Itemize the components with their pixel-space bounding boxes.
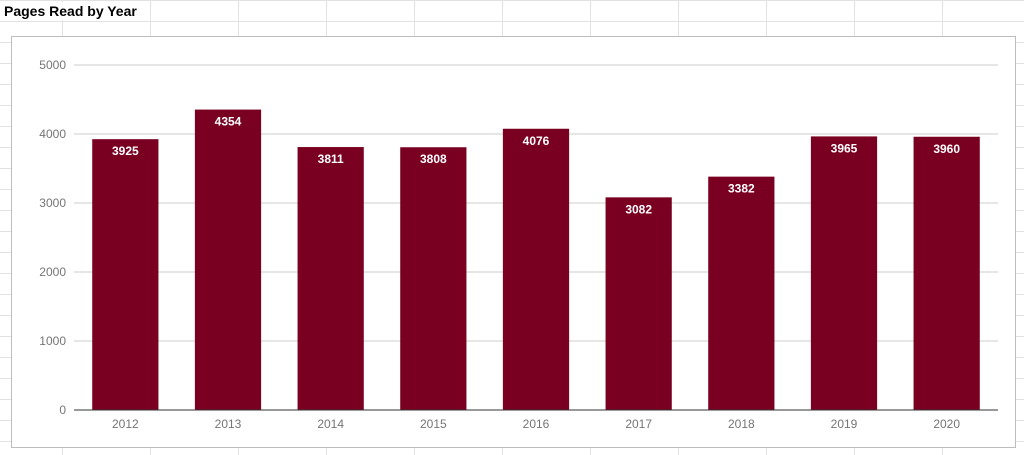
x-tick-label: 2015: [420, 417, 447, 431]
page-title: Pages Read by Year: [4, 2, 140, 20]
x-tick-label: 2016: [523, 417, 550, 431]
bar-2015[interactable]: [400, 147, 467, 411]
data-label: 4354: [215, 115, 242, 129]
y-tick-label: 4000: [39, 127, 66, 141]
bar-2013[interactable]: [194, 109, 262, 410]
x-tick-label: 2013: [215, 417, 242, 431]
y-tick-label: 5000: [39, 58, 66, 72]
x-tick-label: 2012: [112, 417, 139, 431]
data-label: 3082: [625, 202, 652, 216]
data-label: 3925: [112, 144, 139, 158]
bar-2014[interactable]: [297, 147, 364, 410]
data-label: 3960: [933, 142, 960, 156]
bar-2019[interactable]: [810, 136, 878, 410]
y-axis-ticks: 0 1000 2000 3000 4000 5000: [39, 58, 66, 417]
bar-2017[interactable]: [605, 197, 672, 410]
data-labels: 3925 4354 3811 3808 4076 3082 3382 3965 3960: [112, 115, 960, 217]
bar-2012[interactable]: [92, 139, 159, 411]
x-tick-label: 2017: [625, 417, 652, 431]
data-label: 3965: [831, 141, 858, 155]
bar-2018[interactable]: [708, 176, 775, 410]
x-tick-label: 2020: [933, 417, 960, 431]
bar-2020[interactable]: [913, 136, 980, 410]
y-tick-label: 0: [59, 403, 66, 417]
data-label: 3808: [420, 152, 447, 166]
y-tick-label: 3000: [39, 196, 66, 210]
bar-2016[interactable]: [502, 128, 570, 411]
x-tick-label: 2019: [831, 417, 858, 431]
chart-panel[interactable]: 0 1000 2000 3000 4000 5000 2012 2013 2014 2015 20…: [11, 36, 1016, 448]
x-tick-label: 2014: [317, 417, 344, 431]
data-label: 3382: [728, 182, 755, 196]
data-label: 3811: [318, 152, 344, 166]
x-axis-ticks: 2012 2013 2014 2015 2016 2017 2018 2019 2020: [112, 417, 960, 431]
bars: [92, 109, 980, 411]
y-tick-label: 2000: [39, 265, 66, 279]
data-label: 4076: [523, 134, 550, 148]
x-tick-label: 2018: [728, 417, 755, 431]
y-tick-label: 1000: [39, 334, 66, 348]
